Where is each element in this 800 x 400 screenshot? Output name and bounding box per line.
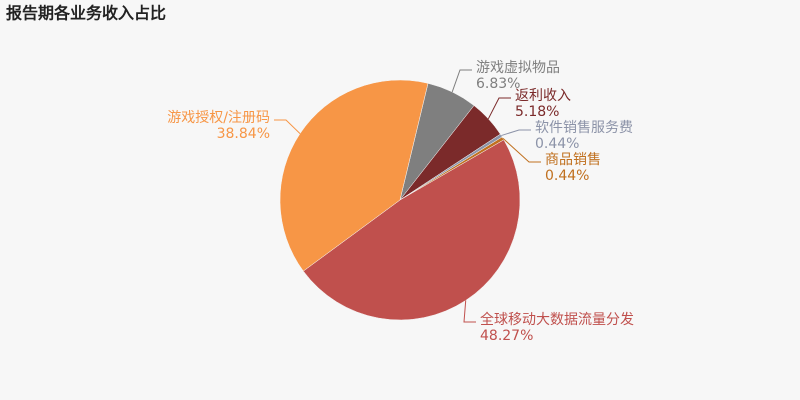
leader-line (502, 138, 541, 163)
slice-value-label: 0.44% (545, 168, 589, 184)
leader-line (487, 97, 511, 120)
slice-label: 游戏虚拟物品 (476, 60, 560, 76)
leader-line (463, 300, 476, 323)
slice-label: 游戏授权/注册码 (167, 110, 270, 126)
slice-label: 全球移动大数据流量分发 (480, 311, 634, 328)
leader-line (274, 119, 301, 134)
leader-line (451, 69, 472, 93)
slice-value-label: 48.27% (480, 328, 533, 344)
slice-label: 软件销售服务费 (535, 120, 633, 136)
pie-slice (302, 139, 521, 321)
slice-label: 返利收入 (515, 88, 571, 104)
slice-value-label: 5.18% (515, 104, 559, 120)
slice-value-label: 6.83% (476, 76, 520, 92)
slice-value-label: 38.84% (217, 126, 270, 142)
slice-label: 商品销售 (545, 152, 601, 168)
pie-slice (279, 79, 429, 272)
chart-title: 报告期各业务收入占比 (6, 4, 166, 23)
leader-line (501, 129, 531, 137)
slice-value-label: 0.44% (535, 136, 579, 152)
